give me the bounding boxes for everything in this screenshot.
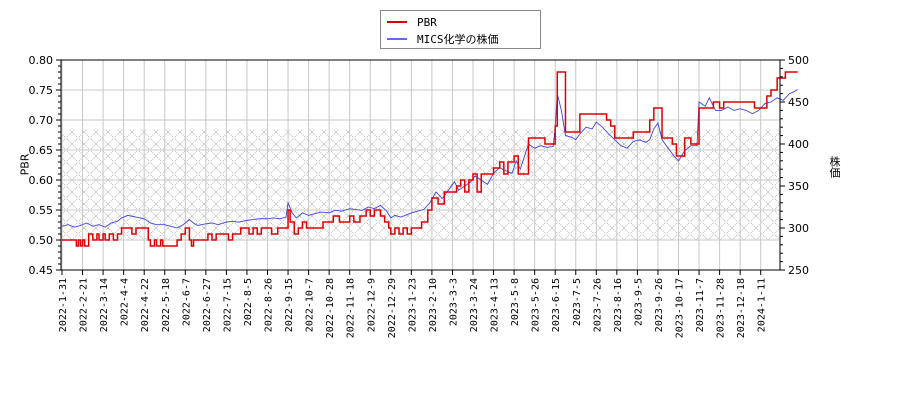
svg-text:2023-4-13: 2023-4-13 xyxy=(490,278,501,332)
legend-swatch-pbr xyxy=(387,21,407,23)
svg-text:2022-3-14: 2022-3-14 xyxy=(99,278,110,332)
svg-text:2022-6-7: 2022-6-7 xyxy=(181,278,192,326)
legend: PBR MICS化学の株価 xyxy=(380,10,541,49)
svg-text:2022-2-21: 2022-2-21 xyxy=(79,278,90,332)
svg-text:0.80: 0.80 xyxy=(29,54,54,67)
svg-text:2024-1-11: 2024-1-11 xyxy=(757,278,768,332)
svg-text:0.50: 0.50 xyxy=(29,234,54,247)
svg-text:2023-6-15: 2023-6-15 xyxy=(551,278,562,332)
svg-text:400: 400 xyxy=(788,138,809,151)
svg-text:2023-1-23: 2023-1-23 xyxy=(407,278,418,332)
right-y-axis: 250 300 350 400 450 500 xyxy=(780,54,809,277)
svg-text:350: 350 xyxy=(788,180,809,193)
plot-frame xyxy=(60,59,781,271)
svg-text:2023-12-18: 2023-12-18 xyxy=(736,278,747,338)
svg-text:2023-2-10: 2023-2-10 xyxy=(428,278,439,332)
svg-text:2023-5-8: 2023-5-8 xyxy=(510,278,521,326)
left-y-axis: 0.45 0.50 0.55 0.60 0.65 0.70 0.75 0.80 xyxy=(29,54,61,277)
x-axis: 2022-1-31 2022-2-21 2022-3-14 2022-4-4 2022-… xyxy=(58,270,768,338)
svg-text:2023-9-26: 2023-9-26 xyxy=(654,278,665,332)
svg-text:2022-10-28: 2022-10-28 xyxy=(325,278,336,338)
legend-swatch-price xyxy=(387,38,407,40)
svg-text:2022-12-9: 2022-12-9 xyxy=(366,278,377,332)
svg-text:2022-4-22: 2022-4-22 xyxy=(140,278,151,332)
svg-text:2022-11-18: 2022-11-18 xyxy=(346,278,357,338)
legend-label-pbr: PBR xyxy=(417,15,437,29)
svg-text:2022-1-31: 2022-1-31 xyxy=(58,278,69,332)
svg-text:2023-11-28: 2023-11-28 xyxy=(716,278,727,338)
svg-text:300: 300 xyxy=(788,222,809,235)
series-lines xyxy=(61,71,798,247)
svg-text:0.55: 0.55 xyxy=(29,204,54,217)
svg-text:0.60: 0.60 xyxy=(29,174,54,187)
svg-text:2023-7-5: 2023-7-5 xyxy=(572,278,583,326)
svg-text:2022-5-18: 2022-5-18 xyxy=(161,278,172,332)
svg-text:2023-11-7: 2023-11-7 xyxy=(695,278,706,332)
svg-text:2022-12-29: 2022-12-29 xyxy=(387,278,398,338)
svg-text:2022-6-27: 2022-6-27 xyxy=(202,278,213,332)
right-axis-title: 株価 xyxy=(828,156,841,178)
svg-text:500: 500 xyxy=(788,54,809,67)
svg-text:0.70: 0.70 xyxy=(29,114,54,127)
svg-text:2023-8-16: 2023-8-16 xyxy=(613,278,624,332)
svg-text:2023-10-17: 2023-10-17 xyxy=(675,278,686,338)
svg-text:450: 450 xyxy=(788,96,809,109)
svg-text:2022-7-15: 2022-7-15 xyxy=(222,278,233,332)
svg-text:0.65: 0.65 xyxy=(29,144,54,157)
svg-text:2022-8-26: 2022-8-26 xyxy=(264,278,275,332)
svg-text:2023-9-5: 2023-9-5 xyxy=(633,278,644,326)
svg-text:2022-8-5: 2022-8-5 xyxy=(243,278,254,326)
left-axis-title: PBR xyxy=(18,153,32,176)
svg-text:2023-3-24: 2023-3-24 xyxy=(469,278,480,332)
svg-text:2022-10-7: 2022-10-7 xyxy=(305,278,316,332)
legend-item-pbr: PBR xyxy=(387,15,437,29)
svg-text:2022-4-4: 2022-4-4 xyxy=(120,278,131,326)
svg-text:250: 250 xyxy=(788,264,809,277)
legend-label-price: MICS化学の株価 xyxy=(417,33,499,46)
svg-text:0.45: 0.45 xyxy=(29,264,54,277)
svg-text:2023-3-3: 2023-3-3 xyxy=(448,278,459,326)
svg-text:2022-9-15: 2022-9-15 xyxy=(284,278,295,332)
svg-text:2023-7-26: 2023-7-26 xyxy=(592,278,603,332)
svg-text:2023-5-26: 2023-5-26 xyxy=(531,278,542,332)
svg-text:0.75: 0.75 xyxy=(29,84,54,97)
legend-item-price: MICS化学の株価 xyxy=(387,32,499,46)
hatched-band xyxy=(61,129,780,240)
